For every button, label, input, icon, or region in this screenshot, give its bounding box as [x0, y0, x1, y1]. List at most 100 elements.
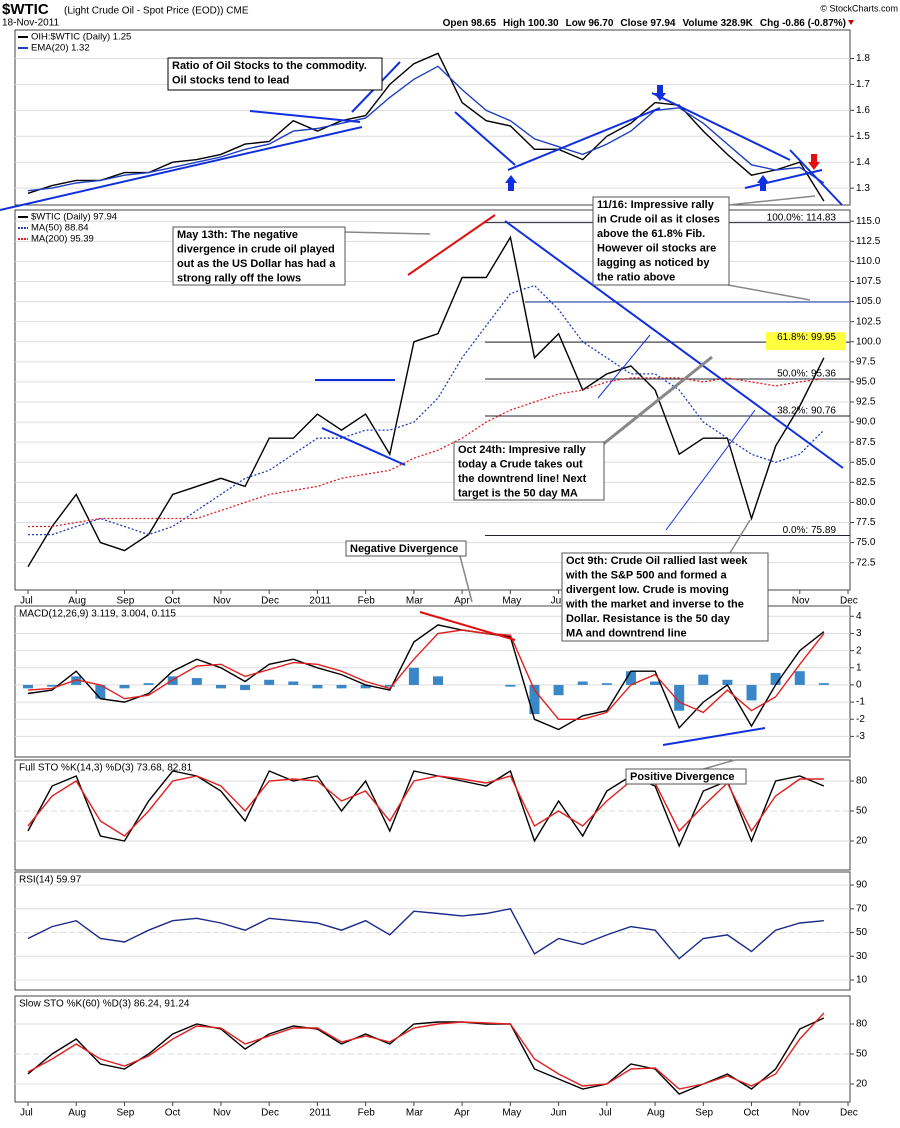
histogram-bar	[433, 676, 443, 685]
trendline	[454, 111, 516, 166]
histogram-bar	[47, 684, 58, 687]
y-tick-label: 20	[856, 836, 868, 847]
y-tick-label: 70	[856, 903, 868, 914]
histogram-bar	[264, 679, 275, 685]
histogram-bar	[674, 684, 685, 711]
x-tick-label: Oct	[744, 1108, 760, 1119]
x-tick-label: Jun	[551, 1108, 567, 1119]
y-tick-label: 50	[856, 927, 868, 938]
histogram-bar	[167, 676, 178, 685]
y-tick-label: -2	[856, 714, 865, 725]
x-tick-label: Nov	[792, 596, 810, 607]
histogram-bar	[23, 684, 33, 689]
panel-legend: MACD(12,26,9) 3.119, 3.004, 0.115	[19, 609, 176, 620]
quote: Open 98.65 High 100.30 Low 96.70 Close 97.9…	[443, 18, 846, 29]
x-tick-label: Dec	[840, 596, 858, 607]
y-tick-label: 80	[856, 1019, 868, 1030]
annotation-text: out as the US Dollar has had a	[177, 258, 336, 270]
trendline	[662, 727, 766, 746]
x-tick-label: Sep	[116, 596, 134, 607]
annotation-text: Negative Divergence	[350, 543, 458, 555]
trendline	[507, 107, 661, 171]
y-tick-label: 92.5	[856, 397, 876, 408]
histogram-bar	[215, 684, 226, 689]
annotation-text: strong rally off the lows	[177, 272, 301, 284]
trendline	[744, 169, 823, 189]
histogram-bar	[650, 681, 661, 685]
y-tick-label: -1	[856, 697, 865, 708]
pointer	[699, 759, 736, 771]
trendline	[665, 409, 756, 531]
histogram-bar	[625, 671, 636, 685]
annotation-box	[172, 226, 346, 286]
histogram-bar	[601, 683, 612, 685]
y-tick-label: 30	[856, 951, 868, 962]
y-tick-label: 85.0	[856, 457, 876, 468]
series-line	[28, 377, 824, 528]
y-tick-label: 102.5	[856, 316, 881, 327]
pointer	[601, 355, 713, 447]
y-tick-label: 0	[856, 680, 862, 691]
pointer	[729, 519, 751, 554]
trendline	[321, 427, 406, 466]
quote-item: Open 98.65	[443, 18, 497, 29]
trendline	[407, 214, 496, 276]
x-tick-label: Mar	[406, 1108, 424, 1119]
x-tick-label: Aug	[68, 596, 86, 607]
x-tick-label: Feb	[358, 1108, 376, 1119]
trendline	[504, 220, 844, 469]
x-tick-label: Nov	[213, 1108, 231, 1119]
y-tick-label: 20	[856, 1079, 868, 1090]
x-tick-label: Sep	[695, 1108, 713, 1119]
panel-frame	[14, 605, 851, 758]
histogram-bar	[698, 674, 709, 685]
trendline	[0, 126, 363, 211]
annotation-text: MA and downtrend line	[566, 627, 687, 639]
x-tick-label: Nov	[792, 1108, 810, 1119]
series-line	[27, 52, 825, 202]
annotation-text: However oil stocks are	[597, 242, 716, 254]
x-tick-label: Apr	[454, 596, 470, 607]
x-tick-label: Feb	[358, 596, 376, 607]
annotation-text: divergence in crude oil played	[177, 243, 335, 255]
panel-frame	[14, 29, 851, 206]
legend-entry: $WTIC (Daily) 97.94	[31, 212, 117, 223]
histogram-bar	[95, 684, 106, 699]
histogram-bar	[384, 684, 395, 687]
panel-frame	[14, 871, 851, 991]
annotation-box	[592, 196, 730, 286]
description: (Light Crude Oil - Spot Price (EOD)) CME	[64, 6, 249, 17]
annotation-text: today a Crude takes out	[458, 458, 583, 470]
histogram-bar	[505, 684, 516, 687]
series-line	[27, 235, 825, 568]
annotation-text: Oct 24th: Impresive rally	[458, 444, 587, 456]
fib-highlight	[766, 332, 846, 351]
x-tick-label: Sep	[116, 1108, 134, 1119]
x-tick-label: Oct	[165, 596, 181, 607]
annotation-text: with the market and inverse to the	[565, 598, 744, 610]
arrow-up	[757, 175, 769, 191]
y-tick-label: 10	[856, 975, 868, 986]
quote-item: Chg -0.86 (-0.87%)	[760, 18, 846, 29]
quote-item: Volume 328.9K	[682, 18, 753, 29]
annotation-text: lagging as noticed by	[597, 257, 710, 269]
x-tick-label: May	[502, 1108, 521, 1119]
y-tick-label: 50	[856, 1049, 868, 1060]
x-tick-label: Dec	[261, 596, 279, 607]
y-tick-label: 95.0	[856, 377, 876, 388]
x-tick-label: Jul	[20, 1108, 33, 1119]
y-tick-label: 1.4	[856, 157, 870, 168]
pointer	[727, 195, 816, 206]
symbol: $WTIC	[2, 1, 49, 18]
histogram-bar	[119, 684, 130, 689]
x-tick-label: Oct	[165, 1108, 181, 1119]
fib-label: 61.8%: 99.95	[777, 332, 836, 343]
annotation-text: Ratio of Oil Stocks to the commodity.	[172, 60, 367, 72]
y-tick-label: 72.5	[856, 557, 876, 568]
y-tick-label: 1.3	[856, 183, 870, 194]
y-tick-label: 90.0	[856, 417, 876, 428]
annotation-text: with the S&P 500 and formed a	[565, 569, 727, 581]
x-tick-label: Mar	[406, 596, 424, 607]
y-tick-label: 75.0	[856, 537, 876, 548]
